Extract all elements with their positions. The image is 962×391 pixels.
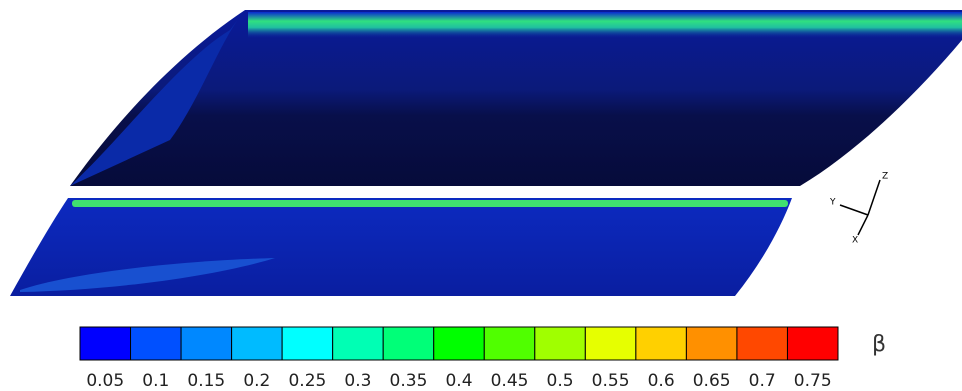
colorbar-tick-label: 0.6 [648, 371, 675, 391]
colorbar-box [382, 326, 435, 361]
triad-x-label: X [852, 236, 858, 246]
triad-x [857, 214, 869, 236]
colorbar-tick-label: 0.3 [344, 371, 371, 391]
colorbar-tick-label: 0.35 [390, 371, 428, 391]
flap-patch [20, 258, 275, 292]
wing [10, 10, 962, 296]
main-wing [70, 10, 962, 186]
triad-z [867, 179, 881, 216]
axis-triad [839, 179, 881, 236]
colorbar-tick-label: 0.65 [693, 371, 731, 391]
colorbar-tick-label: 0.5 [547, 371, 574, 391]
colorbar-box [685, 326, 738, 361]
colorbar: 0.05 0.1 0.15 0.2 0.25 0.3 0.35 0.4 0.45 0.5 0.55 0… [79, 326, 839, 391]
colorbar-tick-label: 0.7 [749, 371, 776, 391]
colorbar-tick-label: 0.1 [142, 371, 169, 391]
colorbar-tick-label: 0.55 [592, 371, 630, 391]
triad-y [839, 204, 869, 216]
colorbar-tick-label: 0.25 [288, 371, 326, 391]
colorbar-box [433, 326, 485, 361]
colorbar-box [786, 326, 839, 361]
colorbar-tick-label: 0.75 [794, 371, 832, 391]
colorbar-tick-label: 0.05 [86, 371, 124, 391]
triad-y-label: Y [829, 198, 836, 208]
colorbar-box [483, 326, 536, 361]
colorbar-box [281, 326, 334, 361]
colorbar-tick-label: 0.4 [445, 371, 472, 391]
colorbar-box [79, 326, 132, 361]
colorbar-box [231, 326, 283, 361]
colorbar-box [180, 326, 233, 361]
leading-edge-stripe [248, 12, 962, 38]
colorbar-box [736, 326, 788, 361]
wing-tip [70, 10, 245, 186]
colorbar-tick-label: 0.2 [243, 371, 270, 391]
colorbar-box [584, 326, 637, 361]
colorbar-tick-label: 0.15 [187, 371, 225, 391]
colorbar-box [130, 326, 182, 361]
triad-z-label: Z [882, 172, 888, 182]
colorbar-box [635, 326, 687, 361]
flap-stripe [72, 200, 788, 207]
colorbar-label: β [872, 332, 886, 357]
colorbar-tick-label: 0.45 [491, 371, 529, 391]
colorbar-box [332, 326, 384, 361]
colorbar-box [534, 326, 586, 361]
